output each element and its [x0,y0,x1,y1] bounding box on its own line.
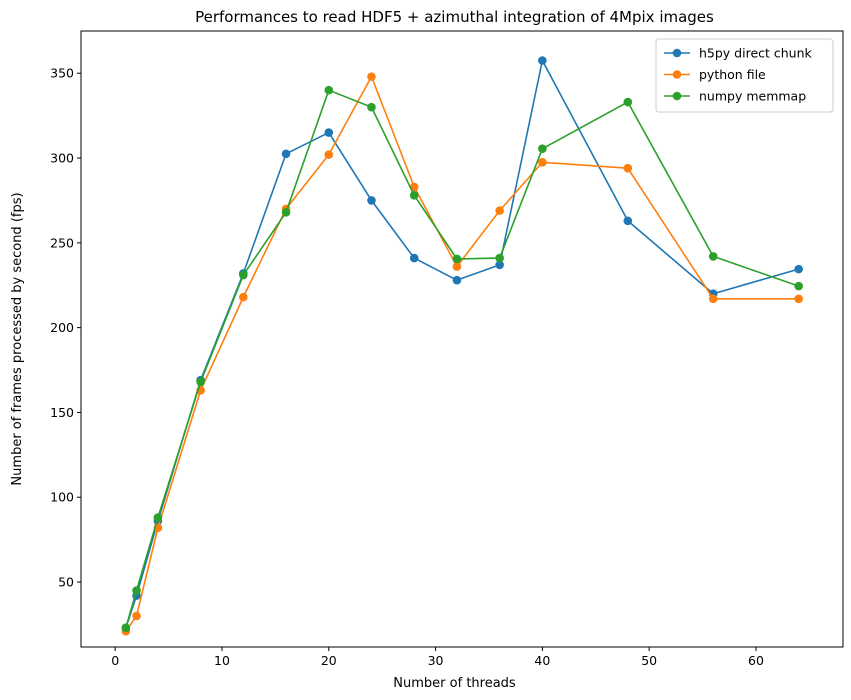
y-tick-label: 350 [50,66,74,81]
x-tick-label: 50 [641,653,657,668]
chart-title: Performances to read HDF5 + azimuthal in… [195,8,714,26]
y-tick-label: 100 [50,490,74,505]
data-point [367,72,376,81]
axes-frame [80,30,844,648]
legend-label: h5py direct chunk [699,46,813,61]
y-tick-label: 300 [50,151,74,166]
data-point [281,149,291,159]
legend-marker [672,70,682,79]
data-point [367,196,376,205]
data-point [153,513,163,522]
x-tick-label: 0 [111,653,119,668]
data-point [623,216,633,226]
data-point [538,157,547,167]
data-point [196,377,205,387]
data-point [409,182,419,192]
data-point [324,85,334,95]
data-point [708,252,718,261]
data-point [538,144,547,154]
legend-marker [672,48,682,58]
data-point [452,262,462,271]
data-point [324,150,334,159]
y-tick-label: 50 [58,575,74,590]
data-point [132,611,141,621]
data-point [239,270,248,280]
x-tick-label: 20 [321,653,337,668]
y-tick-label: 250 [50,235,74,250]
data-point [794,294,803,304]
data-point [495,260,504,270]
y-tick-label: 200 [50,320,74,335]
legend: h5py direct chunk python file numpy memmap [655,38,834,113]
data-point [452,275,462,285]
data-point [239,292,248,302]
data-point [794,264,803,274]
data-point [794,281,803,291]
y-tick-label: 150 [50,405,74,420]
series-line-0 [125,59,799,629]
legend-label: python file [699,67,766,82]
x-tick-label: 40 [534,653,550,668]
data-point [623,163,633,173]
data-point [623,97,633,107]
data-point [324,128,334,137]
legend-marker [672,91,682,101]
x-axis-label: Number of threads [393,676,516,691]
data-point [495,206,504,215]
data-point [132,586,141,595]
data-point [452,254,462,264]
x-tick-label: 60 [748,653,764,668]
series-line-1 [125,75,799,632]
x-tick-label: 30 [428,653,444,668]
plot-area [121,56,803,636]
x-tick-label: 10 [214,653,230,668]
data-point [495,253,504,263]
data-point [538,56,547,65]
legend-box [655,38,834,113]
data-point [121,623,131,633]
data-point [409,253,419,263]
legend-label: numpy memmap [699,89,806,104]
series-line-2 [125,89,799,629]
data-point [409,191,419,200]
data-point [708,294,718,304]
y-axis-label: Number of frames processed by second (fp… [10,192,25,485]
data-point [281,208,291,217]
data-point [367,102,376,112]
axis-ticks: 0 10 20 30 40 50 60 50 100 150 200 250 300 350 [50,66,764,668]
